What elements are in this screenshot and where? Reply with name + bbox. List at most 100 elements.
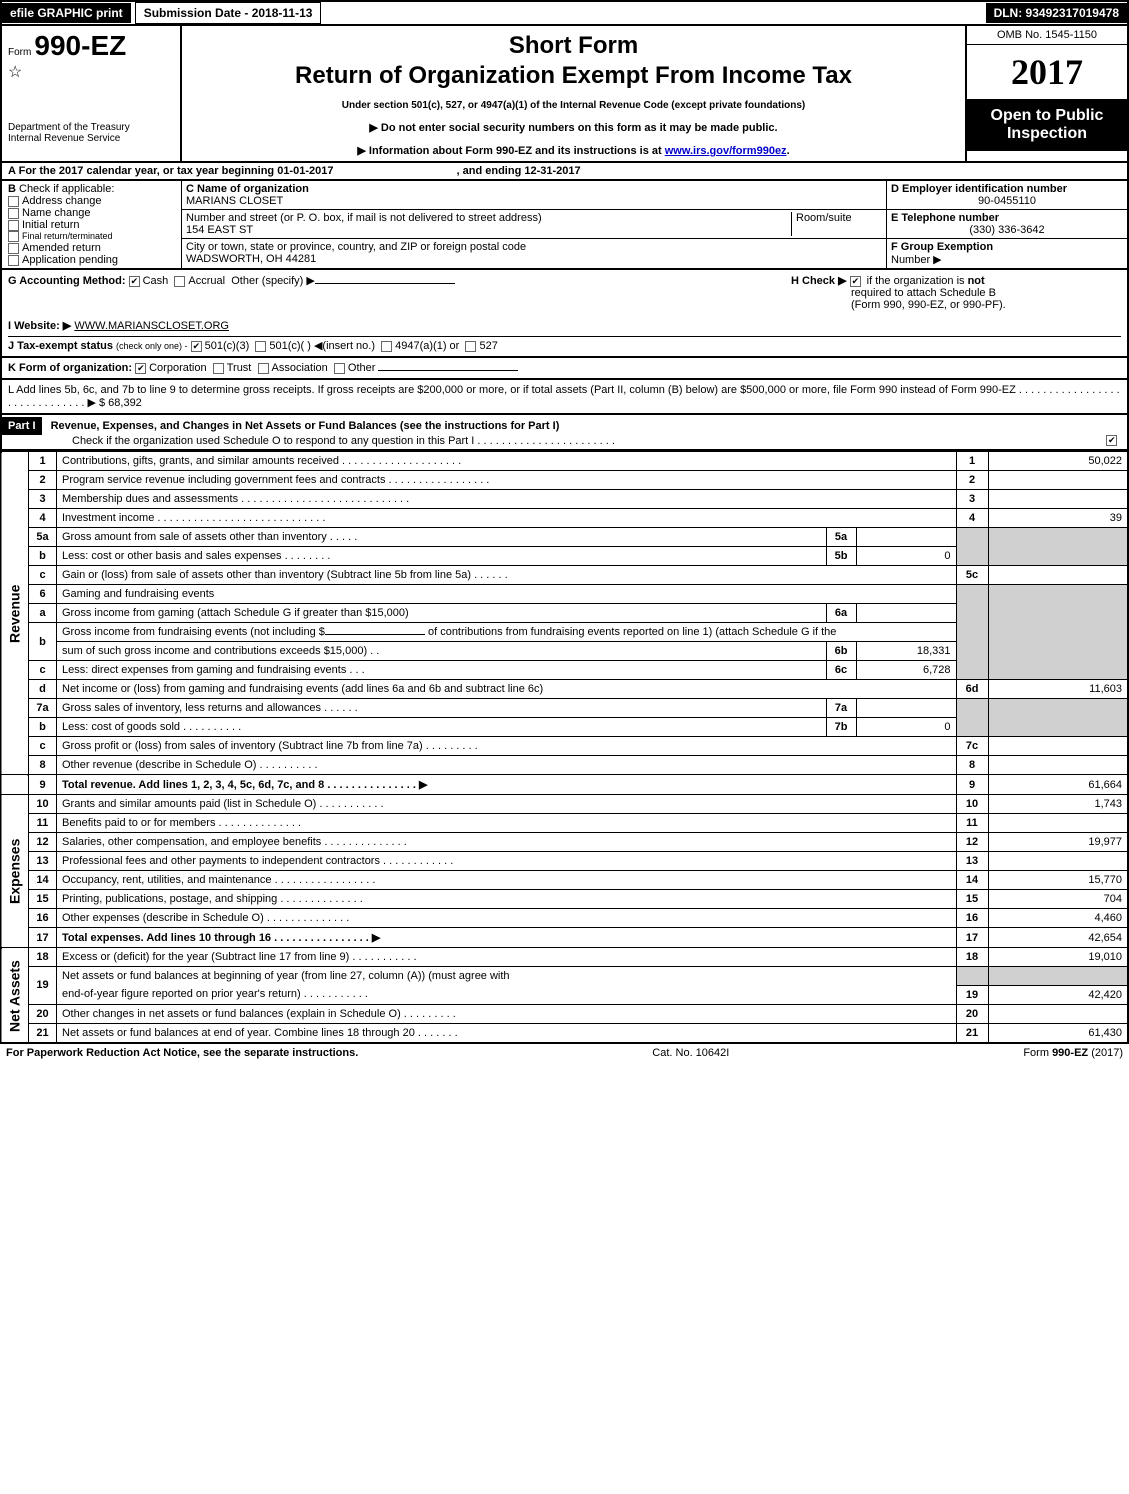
line-6a-value [856, 604, 956, 623]
accounting-website-block: G Accounting Method: Cash Accrual Other … [0, 270, 1129, 358]
line-6b-sum-desc: sum of such gross income and contributio… [57, 642, 827, 661]
line-5a-value [856, 528, 956, 547]
city-label: City or town, state or province, country… [186, 241, 882, 253]
section-a-tax-year: A For the 2017 calendar year, or tax yea… [0, 163, 1129, 181]
line-8-amount [988, 756, 1128, 775]
form-header: Form 990-EZ ☆ Department of the Treasury… [0, 24, 1129, 163]
line-6c-desc: Less: direct expenses from gaming and fu… [57, 661, 827, 680]
cb-address-change[interactable]: Address change [22, 195, 102, 207]
line-11-desc: Benefits paid to or for members . . . . … [57, 814, 957, 833]
line-19-amount: 42,420 [988, 985, 1128, 1004]
ein-label: D Employer identification number [891, 183, 1123, 195]
org-corporation[interactable]: Corporation [149, 362, 206, 374]
warn-info-post: . [787, 145, 790, 157]
line-7a-value [856, 699, 956, 718]
tax-year: 2017 [967, 45, 1127, 99]
line-19-desc: Net assets or fund balances at beginning… [57, 967, 957, 986]
line-20-desc: Other changes in net assets or fund bala… [57, 1004, 957, 1023]
cb-application-pending[interactable]: Application pending [22, 254, 118, 266]
cb-initial-return[interactable]: Initial return [22, 219, 79, 231]
status-501c[interactable]: 501(c)( ) ◀(insert no.) [269, 340, 375, 352]
line-18-desc: Excess or (deficit) for the year (Subtra… [57, 948, 957, 967]
cb-amended-return[interactable]: Amended return [22, 242, 101, 254]
line-7a-desc: Gross sales of inventory, less returns a… [57, 699, 827, 718]
line-20-amount [988, 1004, 1128, 1023]
phone-value: (330) 336-3642 [891, 224, 1123, 236]
accounting-accrual[interactable]: Accrual [188, 275, 225, 287]
open-to-public: Open to Public Inspection [967, 99, 1127, 151]
part-1-check-text: Check if the organization used Schedule … [2, 435, 615, 447]
title-col: Short Form Return of Organization Exempt… [182, 26, 967, 161]
cb-name-change[interactable]: Name change [22, 207, 91, 219]
line-1-desc: Contributions, gifts, grants, and simila… [57, 452, 957, 471]
line-11-amount [988, 814, 1128, 833]
line-5a-desc: Gross amount from sale of assets other t… [57, 528, 827, 547]
line-5c-amount [988, 566, 1128, 585]
form-id-col: Form 990-EZ ☆ Department of the Treasury… [2, 26, 182, 161]
form-footer-label: Form 990-EZ (2017) [1023, 1047, 1123, 1059]
form-number: 990-EZ [34, 30, 126, 61]
line-21-desc: Net assets or fund balances at end of ye… [57, 1023, 957, 1043]
cb-final-return[interactable]: Final return/terminated [22, 231, 113, 241]
line-16-amount: 4,460 [988, 909, 1128, 928]
line-6b-value: 18,331 [856, 642, 956, 661]
line-4-amount: 39 [988, 509, 1128, 528]
status-501c3[interactable]: 501(c)(3) [205, 340, 250, 352]
line-7b-desc: Less: cost of goods sold . . . . . . . .… [57, 718, 827, 737]
netassets-sidelabel: Net Assets [1, 948, 29, 1043]
line-13-desc: Professional fees and other payments to … [57, 852, 957, 871]
page-footer: For Paperwork Reduction Act Notice, see … [0, 1044, 1129, 1062]
line-9-amount: 61,664 [988, 775, 1128, 795]
right-col: OMB No. 1545-1150 2017 Open to Public In… [967, 26, 1127, 161]
line-6-desc: Gaming and fundraising events [57, 585, 957, 604]
line-17-desc: Total expenses. Add lines 10 through 16 … [57, 928, 957, 948]
line-21-amount: 61,430 [988, 1023, 1128, 1043]
org-name-label: C Name of organization [186, 183, 882, 195]
part-1-table: Revenue 1 Contributions, gifts, grants, … [0, 451, 1129, 1044]
org-association[interactable]: Association [272, 362, 328, 374]
paperwork-notice: For Paperwork Reduction Act Notice, see … [6, 1047, 358, 1059]
line-5c-desc: Gain or (loss) from sale of assets other… [57, 566, 957, 585]
group-exemption-label: F Group Exemption [891, 241, 993, 253]
city-value: WADSWORTH, OH 44281 [186, 253, 882, 265]
top-bar: efile GRAPHIC print Submission Date - 20… [0, 0, 1129, 24]
warn-info-pre: ▶ Information about Form 990-EZ and its … [357, 145, 664, 157]
phone-label: E Telephone number [891, 212, 1123, 224]
org-info-block: B Check if applicable: Address change Na… [0, 181, 1129, 270]
line-4-desc: Investment income . . . . . . . . . . . … [57, 509, 957, 528]
form990ez-link[interactable]: www.irs.gov/form990ez [665, 145, 787, 157]
part-1-schedule-o-checkbox[interactable] [1106, 435, 1117, 446]
addr-value: 154 EAST ST [186, 224, 787, 236]
under-section: Under section 501(c), 527, or 4947(a)(1)… [188, 100, 959, 111]
line-18-amount: 19,010 [988, 948, 1128, 967]
line-15-amount: 704 [988, 890, 1128, 909]
website-value[interactable]: WWW.MARIANSCLOSET.ORG [74, 320, 229, 332]
dept-treasury: Department of the Treasury [8, 122, 174, 133]
line-12-desc: Salaries, other compensation, and employ… [57, 833, 957, 852]
line-3-desc: Membership dues and assessments . . . . … [57, 490, 957, 509]
group-exemption-number: Number ▶ [891, 254, 942, 266]
line-7b-value: 0 [856, 718, 956, 737]
org-trust[interactable]: Trust [227, 362, 252, 374]
gross-receipts-value: $ 68,392 [99, 397, 142, 409]
omb-number: OMB No. 1545-1150 [967, 26, 1127, 45]
org-name-address: C Name of organization MARIANS CLOSET Nu… [182, 181, 887, 268]
status-4947[interactable]: 4947(a)(1) or [395, 340, 459, 352]
line-16-desc: Other expenses (describe in Schedule O) … [57, 909, 957, 928]
part-1-title: Revenue, Expenses, and Changes in Net As… [45, 420, 560, 432]
org-name-value: MARIANS CLOSET [186, 195, 882, 207]
line-5b-desc: Less: cost or other basis and sales expe… [57, 547, 827, 566]
line-3-amount [988, 490, 1128, 509]
status-527[interactable]: 527 [479, 340, 497, 352]
line-12-amount: 19,977 [988, 833, 1128, 852]
line-6b-desc: Gross income from fundraising events (no… [57, 623, 957, 642]
room-suite-label: Room/suite [792, 212, 882, 236]
line-10-desc: Grants and similar amounts paid (list in… [57, 795, 957, 814]
submission-date: Submission Date - 2018-11-13 [135, 2, 322, 24]
line-5b-value: 0 [856, 547, 956, 566]
accounting-other[interactable]: Other (specify) ▶ [231, 275, 315, 287]
form-prefix: Form [8, 47, 31, 58]
org-other[interactable]: Other [348, 362, 376, 374]
ein-value: 90-0455110 [891, 195, 1123, 207]
accounting-cash[interactable]: Cash [143, 275, 169, 287]
